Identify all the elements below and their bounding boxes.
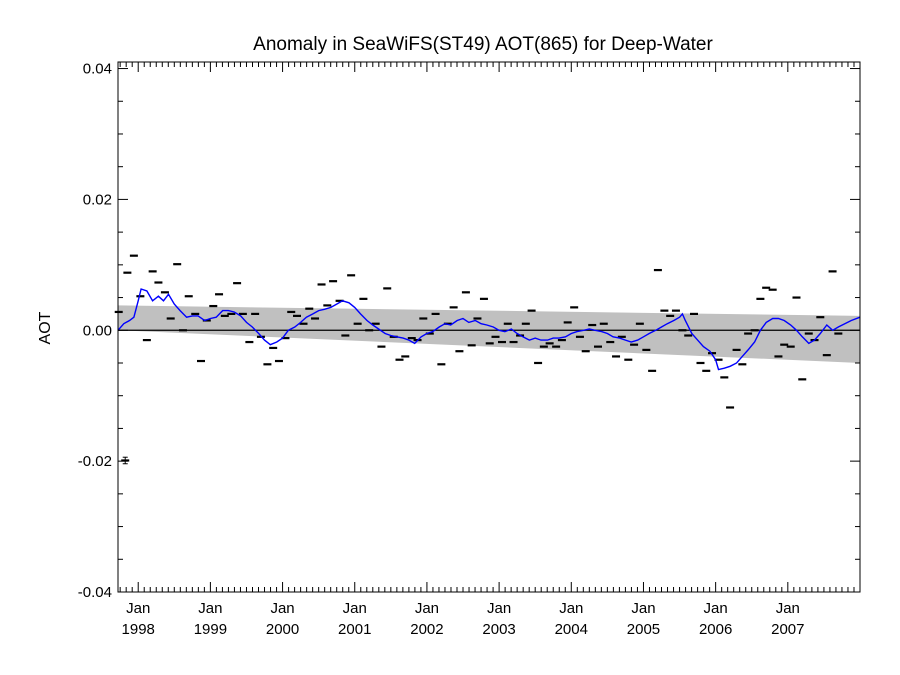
y-tick-label: 0.04 [83,61,112,78]
y-tick-label: 0.02 [83,191,112,208]
y-axis-label: AOT [37,311,54,344]
y-tick-label: 0.00 [83,322,112,339]
x-tick-label-month: Jan [631,600,655,617]
plot-area: 0.04 0.02 0.00 -0.02 -0.04 Jan 1998 Jan 1999 Jan 2… [78,61,861,638]
x-tick-label-month: Jan [559,600,583,617]
x-tick-label-year: 2003 [482,621,515,638]
running-mean-line [117,288,861,371]
x-tick-label-year: 1999 [194,621,227,638]
x-tick-label-month: Jan [126,600,150,617]
x-tick-label-month: Jan [270,600,294,617]
x-tick-label-month: Jan [776,600,800,617]
x-tick-label-year: 2001 [338,621,371,638]
plot-frame [117,61,861,593]
x-tick-label-year: 2004 [555,621,588,638]
x-tick-label-year: 2000 [266,621,299,638]
x-tick-label-year: 2006 [699,621,732,638]
x-tick-label-month: Jan [704,600,728,617]
x-tick-label-year: 2007 [771,621,804,638]
x-tick-label-month: Jan [415,600,439,617]
y-tick-label: -0.04 [78,584,112,601]
y-tick-label: -0.02 [78,453,112,470]
chart-title: Anomaly in SeaWiFS(ST49) AOT(865) for De… [253,34,713,55]
x-tick-label-year: 1998 [122,621,155,638]
x-tick-label-month: Jan [487,600,511,617]
x-tick-label-year: 2005 [627,621,660,638]
x-tick-label-year: 2002 [410,621,443,638]
x-tick-label-month: Jan [198,600,222,617]
x-tick-label-month: Jan [343,600,367,617]
